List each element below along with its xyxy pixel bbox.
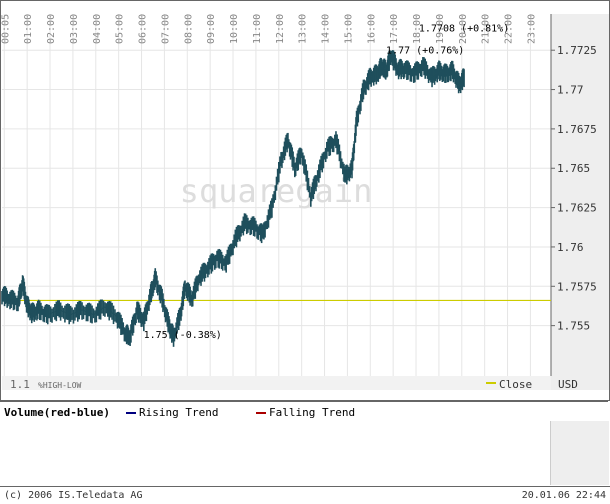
- copyright: (c) 2006 IS.Teledata AG: [4, 490, 143, 501]
- y-tick-label: 1.7675: [557, 123, 597, 136]
- x-tick-label: 03:00: [69, 14, 80, 44]
- x-tick-label: 09:00: [206, 14, 217, 44]
- volume-axis-panel: [551, 421, 609, 485]
- y-tick-label: 1.755: [557, 320, 590, 333]
- x-tick-label: 15:00: [343, 14, 354, 44]
- y-tick-label: 1.77: [557, 84, 584, 97]
- x-tick-label: 23:00: [526, 14, 537, 44]
- x-tick-label: 05:00: [115, 14, 126, 44]
- y-tick-label: 1.7725: [557, 44, 597, 57]
- footer: (c) 2006 IS.Teledata AG 20.01.06 22:44: [0, 486, 610, 504]
- currency-label: USD: [558, 378, 578, 391]
- rising-trend-label: Rising Trend: [139, 406, 219, 419]
- rising-trend-swatch: [126, 412, 136, 414]
- price-line: [1, 53, 465, 339]
- x-tick-label: 06:00: [138, 14, 149, 44]
- x-tick-label: 20:00: [458, 14, 469, 44]
- x-tick-label: 04:00: [92, 14, 103, 44]
- currency-strip: [551, 376, 609, 390]
- volume-panel: [0, 421, 551, 485]
- price-annotation: 1.77 (+0.76%): [386, 45, 464, 56]
- y-tick-label: 1.7575: [557, 280, 597, 293]
- rising-trend-legend: Rising Trend: [126, 406, 218, 419]
- x-tick-label: 07:00: [160, 14, 171, 44]
- y-axis-panel: [551, 14, 609, 376]
- x-tick-label: 14:00: [321, 14, 332, 44]
- falling-trend-swatch: [256, 412, 266, 414]
- price-annotation: 1.7708 (+0.81%): [419, 23, 509, 34]
- price-annotation: 1.75 (-0.38%): [144, 330, 222, 341]
- x-tick-label: 18:00: [412, 14, 423, 44]
- x-tick-label: 08:00: [183, 14, 194, 44]
- x-tick-label: 16:00: [366, 14, 377, 44]
- volume-label: Volume(red-blue): [4, 406, 110, 419]
- x-tick-label: 00:05: [0, 14, 11, 44]
- range-caption: %HIGH-LOW: [38, 381, 82, 390]
- bottom-info-strip: [2, 376, 551, 390]
- x-tick-label: 19:00: [435, 14, 446, 44]
- y-tick-label: 1.7625: [557, 202, 597, 215]
- timestamp: 20.01.06 22:44: [521, 490, 606, 501]
- x-tick-label: 13:00: [298, 14, 309, 44]
- x-tick-label: 22:00: [504, 14, 515, 44]
- falling-trend-label: Falling Trend: [269, 406, 356, 419]
- close-legend-label: Close: [499, 378, 532, 391]
- x-tick-label: 21:00: [481, 14, 492, 44]
- range-label: 1.1: [10, 378, 30, 391]
- x-tick-label: 01:00: [23, 14, 34, 44]
- y-tick-label: 1.765: [557, 162, 590, 175]
- x-tick-label: 17:00: [389, 14, 400, 44]
- x-tick-label: 10:00: [229, 14, 240, 44]
- price-chart: 00:05 01:00 02:00 03:00 04:00 05:00 06:00 07:00…: [0, 0, 610, 401]
- falling-trend-legend: Falling Trend: [256, 406, 355, 419]
- x-tick-label: 12:00: [275, 14, 286, 44]
- x-tick-label: 11:00: [252, 14, 263, 44]
- x-tick-label: 02:00: [46, 14, 57, 44]
- y-tick-label: 1.76: [557, 241, 584, 254]
- volume-legend-bar: Volume(red-blue) Rising Trend Falling Tr…: [0, 401, 608, 423]
